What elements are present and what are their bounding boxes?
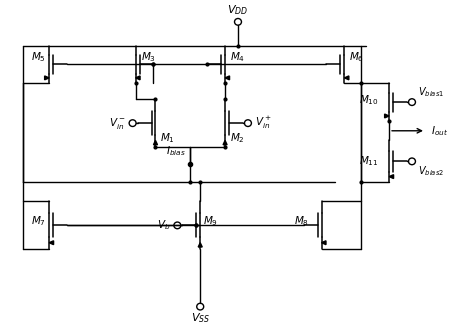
Text: $V_{bias1}$: $V_{bias1}$ [418, 86, 444, 99]
Text: $M_5$: $M_5$ [31, 51, 46, 64]
Polygon shape [45, 76, 49, 80]
Polygon shape [384, 114, 389, 118]
Text: $M_{11}$: $M_{11}$ [359, 154, 379, 168]
Text: $M_{10}$: $M_{10}$ [359, 93, 379, 107]
Polygon shape [154, 140, 157, 145]
Text: $V_{in}^+$: $V_{in}^+$ [255, 115, 272, 131]
Text: $V_{in}^-$: $V_{in}^-$ [109, 115, 126, 131]
Text: $V_{DD}$: $V_{DD}$ [228, 3, 248, 16]
Polygon shape [225, 76, 229, 80]
Text: $V_{SS}$: $V_{SS}$ [191, 311, 210, 325]
Polygon shape [321, 241, 326, 245]
Polygon shape [389, 175, 393, 179]
Polygon shape [345, 76, 349, 80]
Text: $M_1$: $M_1$ [161, 131, 175, 144]
Text: $M_6$: $M_6$ [349, 51, 365, 64]
Polygon shape [49, 241, 54, 245]
Text: $M_7$: $M_7$ [31, 214, 46, 228]
Text: $M_3$: $M_3$ [141, 51, 155, 64]
Text: $V_{bias2}$: $V_{bias2}$ [418, 164, 444, 178]
Text: $V_b$: $V_b$ [157, 218, 170, 232]
Polygon shape [198, 243, 202, 247]
Text: $M_2$: $M_2$ [230, 131, 245, 144]
Polygon shape [136, 76, 140, 80]
Text: $M_9$: $M_9$ [203, 214, 218, 228]
Text: $M_8$: $M_8$ [294, 214, 309, 228]
Text: $I_{bias}$: $I_{bias}$ [165, 144, 185, 158]
Text: $M_4$: $M_4$ [230, 51, 245, 64]
Polygon shape [223, 140, 227, 145]
Text: $I_{out}$: $I_{out}$ [431, 124, 448, 138]
